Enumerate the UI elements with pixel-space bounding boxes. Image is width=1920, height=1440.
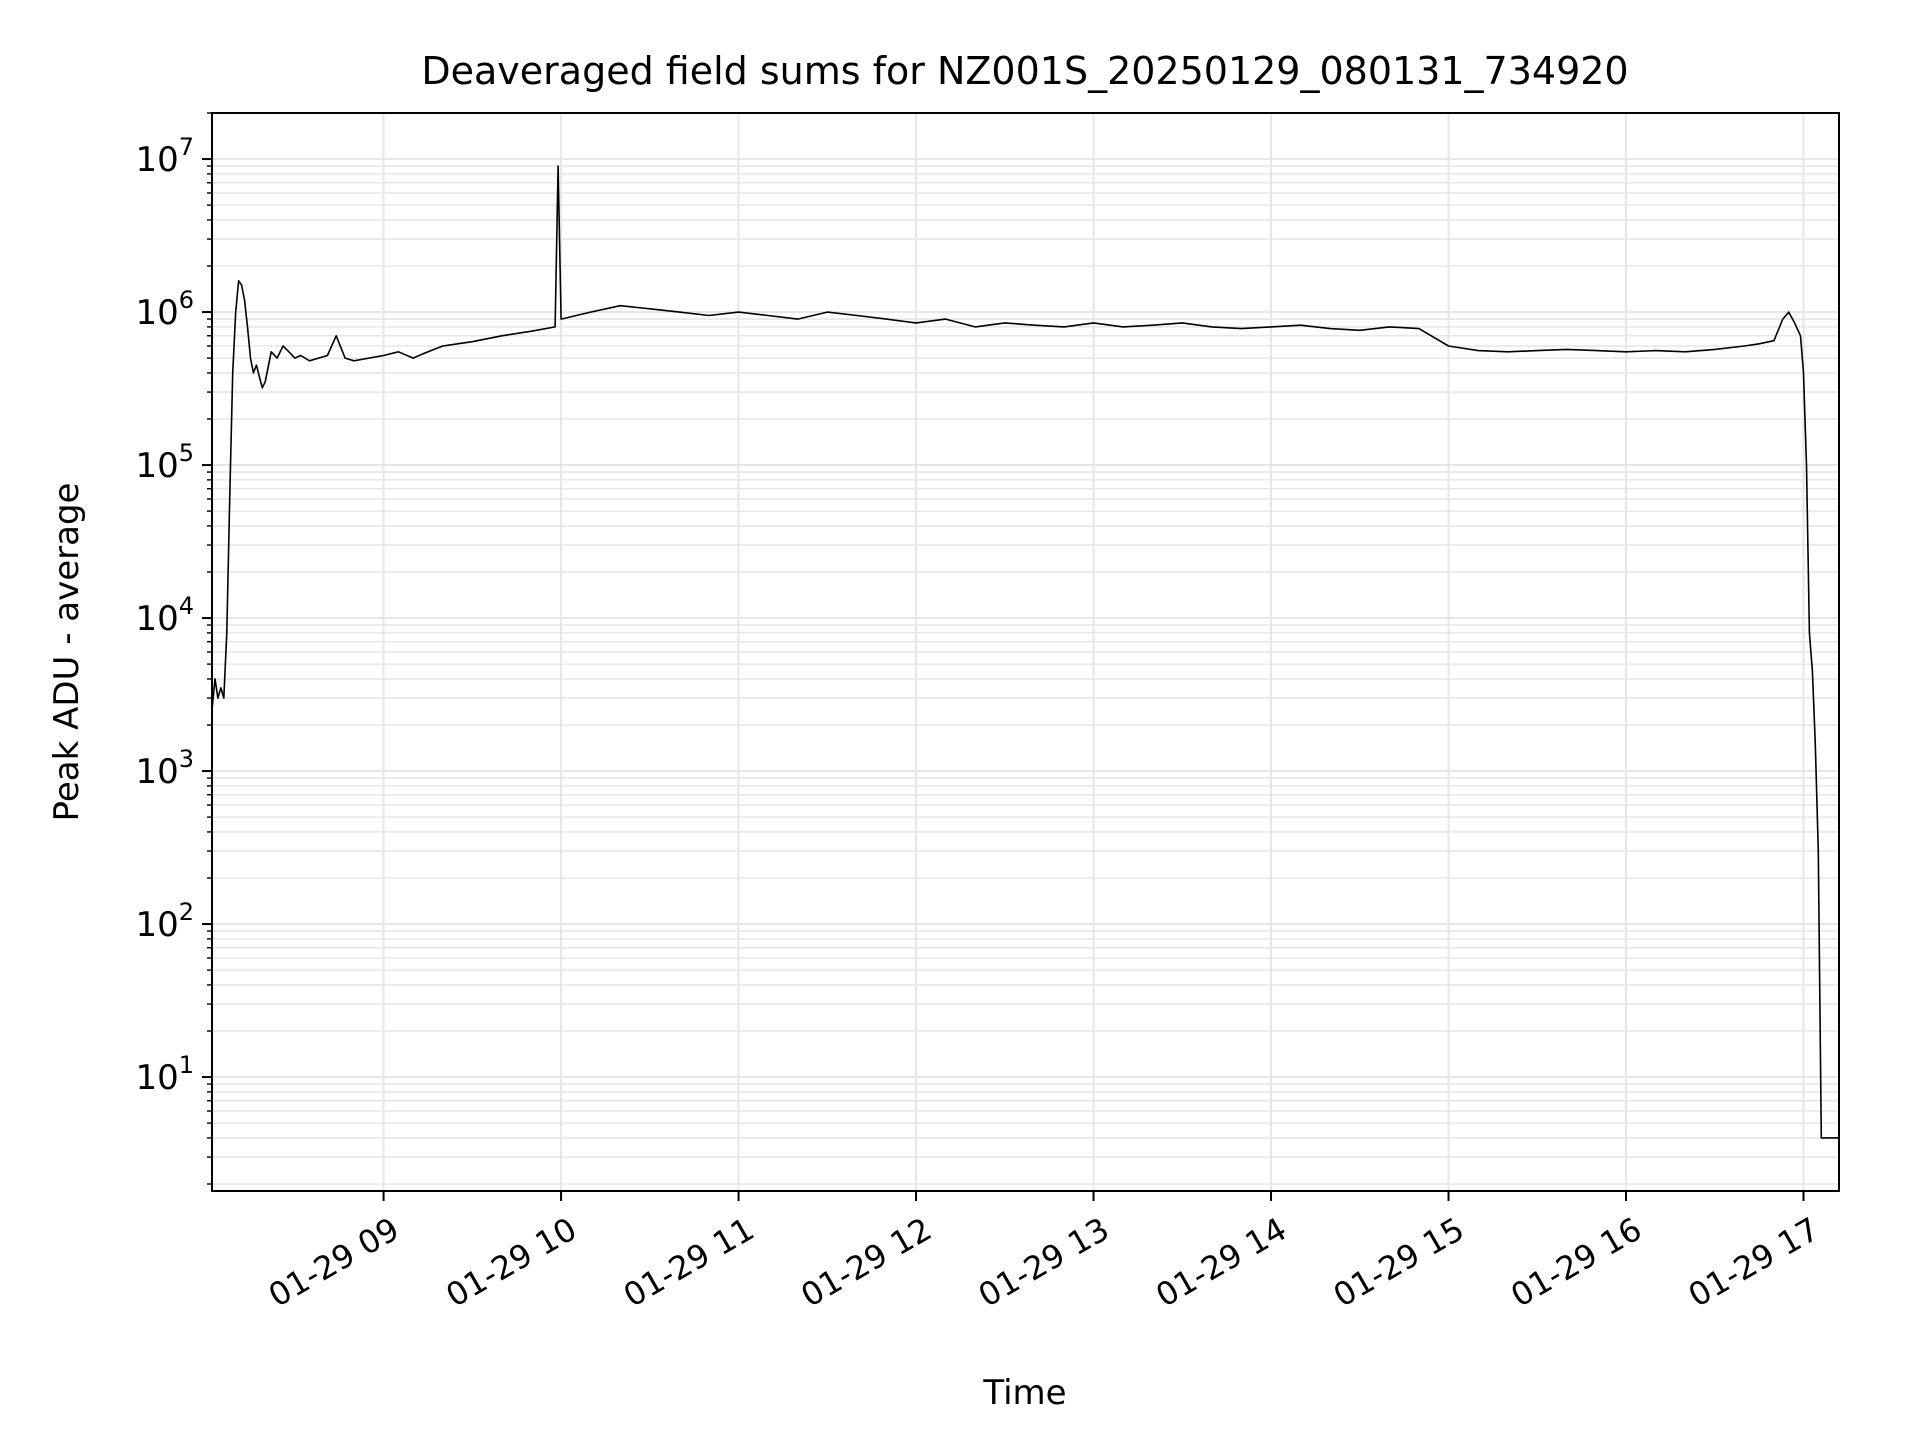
y-tick-exponent: 2 (179, 898, 194, 926)
x-tick-label: 01-29 12 (794, 1210, 938, 1315)
x-tick-label: 01-29 09 (262, 1210, 406, 1315)
y-tick-label: 105 (135, 439, 194, 486)
y-tick-base: 10 (135, 293, 178, 333)
y-tick-label: 103 (135, 745, 194, 792)
y-tick-base: 10 (135, 140, 178, 180)
x-tick-label: 01-29 10 (439, 1210, 583, 1315)
x-tick-label: 01-29 17 (1682, 1210, 1826, 1315)
y-tick-base: 10 (135, 905, 178, 945)
x-tick-label: 01-29 11 (617, 1210, 761, 1315)
y-tick-exponent: 1 (179, 1051, 194, 1079)
y-tick-label: 102 (135, 898, 194, 945)
data-layer (211, 165, 1839, 1139)
y-axis-label: Peak ADU - average (47, 483, 87, 822)
y-tick-exponent: 5 (179, 439, 194, 467)
y-tick-label: 106 (135, 286, 194, 333)
tick-layer: 01-29 09 01-29 10 01-29 11 01-29 12 01-29 13… (135, 112, 1826, 1315)
x-tick-label: 01-29 16 (1504, 1210, 1648, 1315)
y-tick-base: 10 (135, 446, 178, 486)
x-tick-label: 01-29 13 (972, 1210, 1116, 1315)
y-tick-exponent: 4 (179, 592, 194, 620)
y-tick-label: 104 (135, 592, 194, 639)
y-tick-base: 10 (135, 1058, 178, 1098)
y-tick-label: 101 (135, 1051, 194, 1098)
x-tick-label: 01-29 14 (1149, 1210, 1293, 1315)
x-tick-label: 01-29 15 (1327, 1210, 1471, 1315)
series-line (211, 165, 1839, 1139)
y-tick-exponent: 3 (179, 745, 194, 773)
grid-layer (212, 112, 1839, 1191)
y-tick-label: 107 (135, 133, 194, 180)
y-tick-base: 10 (135, 752, 178, 792)
chart-title: Deaveraged field sums for NZ001S_2025012… (421, 49, 1628, 93)
y-tick-exponent: 6 (179, 286, 194, 314)
y-tick-base: 10 (135, 599, 178, 639)
x-axis-label: Time (982, 1373, 1066, 1413)
y-tick-exponent: 7 (179, 133, 194, 161)
